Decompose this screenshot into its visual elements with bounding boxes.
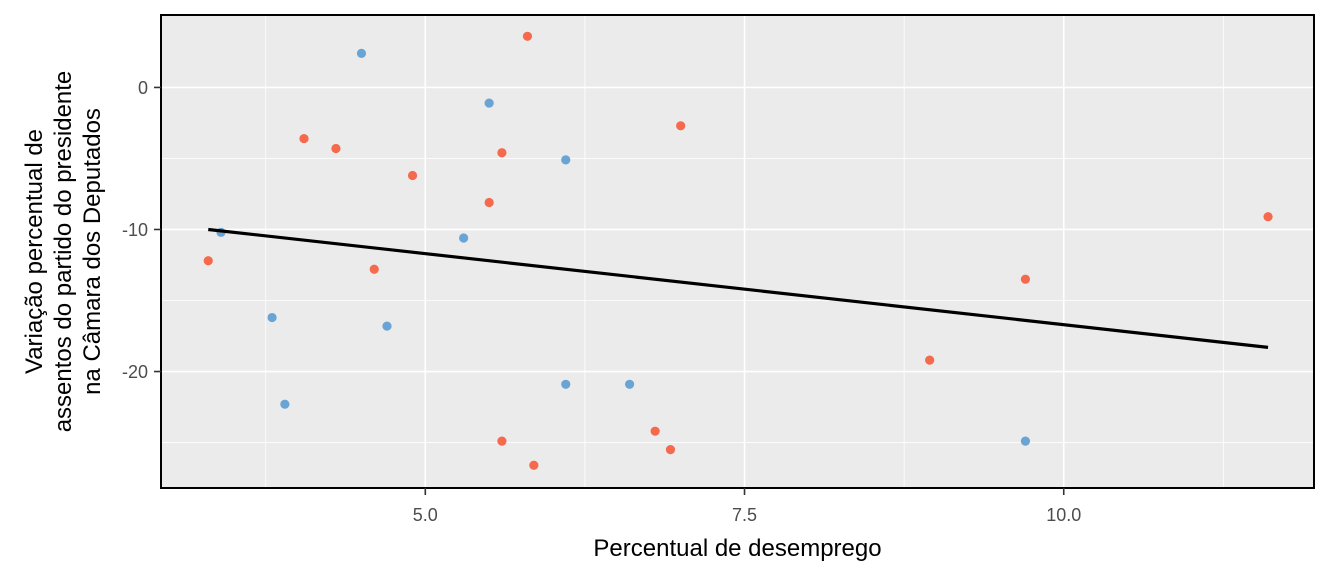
y-tick-label: -10	[122, 220, 148, 240]
x-tick-label: 7.5	[732, 505, 757, 525]
data-point	[484, 98, 494, 108]
data-point	[407, 170, 418, 181]
data-points	[203, 31, 1273, 470]
x-axis-ticks: 5.0 7.5 10.0	[413, 488, 1081, 525]
data-point	[522, 31, 533, 41]
data-point	[561, 155, 571, 165]
data-point	[497, 148, 507, 158]
data-point	[1020, 274, 1031, 284]
regression-line	[208, 227, 1269, 349]
data-point	[497, 436, 507, 446]
data-point	[625, 379, 635, 389]
data-point	[484, 197, 494, 208]
data-point	[529, 460, 539, 470]
data-point	[356, 48, 367, 58]
data-point	[299, 133, 309, 144]
y-axis-title-line: Variação percentual de	[21, 129, 48, 374]
x-axis-title: Percentual de desemprego	[593, 535, 881, 562]
data-point	[369, 264, 379, 274]
data-point	[676, 121, 686, 131]
data-point	[203, 256, 213, 266]
y-axis-title-line: na Câmara dos Deputados	[79, 108, 106, 395]
data-point	[925, 355, 935, 365]
data-point	[1263, 212, 1273, 222]
y-tick-label: 0	[138, 78, 148, 98]
grid-minor	[161, 15, 1314, 488]
data-point	[267, 312, 277, 323]
data-point	[1020, 436, 1031, 446]
plot-border	[160, 14, 1315, 489]
y-axis-title: Variação percentual de assentos do partid…	[21, 71, 106, 433]
data-point	[280, 399, 290, 409]
y-tick-label: -20	[122, 362, 148, 382]
x-tick-label: 5.0	[413, 505, 438, 525]
y-axis-ticks: 0 -10 -20	[122, 78, 161, 382]
y-axis-title-line: assentos do partido do presidente	[50, 71, 77, 433]
x-tick-label: 10.0	[1046, 505, 1081, 525]
data-point	[331, 143, 341, 154]
grid-major	[161, 15, 1314, 488]
data-point	[382, 321, 392, 331]
data-point	[459, 233, 469, 243]
plot-panel	[161, 15, 1314, 488]
data-point	[650, 426, 660, 436]
data-point	[561, 379, 571, 389]
data-point	[665, 445, 676, 455]
